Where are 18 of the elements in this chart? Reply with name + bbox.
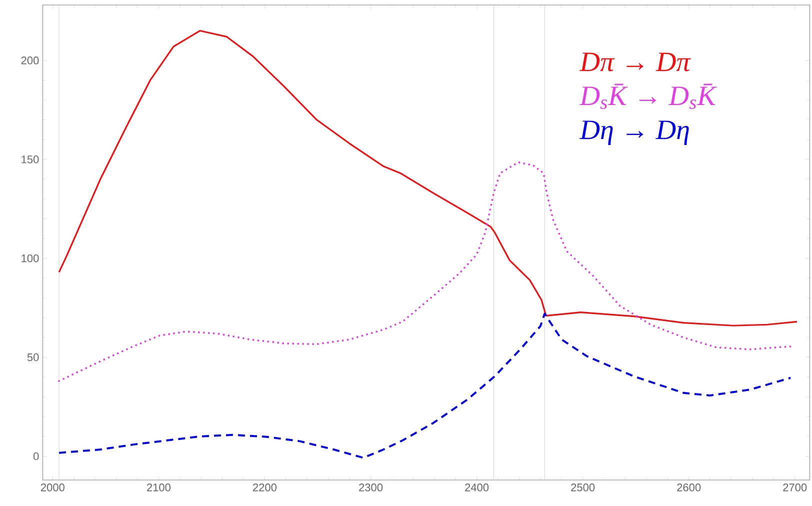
y-tick-label: 50 [27, 353, 39, 362]
text: D$_{s}$K̄ → D$_{s}$K̄ [579, 84, 718, 109]
text: Dπ → Dπ [579, 52, 691, 72]
y-tick-label: 100 [22, 254, 39, 262]
x-tick-label: 2400 [465, 484, 489, 492]
x-tick-label: 2600 [677, 484, 701, 492]
line-series [58, 30, 798, 326]
x-tick-label: 2300 [359, 484, 383, 492]
x-tick-label: 2200 [253, 484, 277, 492]
text: Dη → Dη [579, 120, 689, 146]
y-tick-label: 0 [33, 452, 39, 460]
x-tick-label: 2100 [147, 484, 170, 492]
x-tick-label: 2500 [571, 484, 595, 492]
y-tick-label: 150 [22, 155, 39, 164]
x-tick-label: 2000 [40, 484, 64, 492]
y-tick-label: 200 [21, 56, 39, 64]
line-series [58, 312, 792, 459]
x-tick-label: 2700 [783, 484, 807, 492]
